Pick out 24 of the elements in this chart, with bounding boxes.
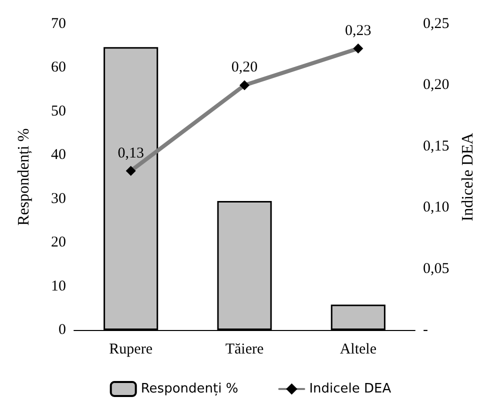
- legend-label: Indicele DEA: [309, 382, 392, 396]
- y-tick-label: 10: [51, 278, 66, 294]
- y-tick-label: 20: [51, 234, 66, 251]
- y-tick-label: 0: [58, 322, 66, 338]
- y2-axis-title: Indicele DEA: [460, 132, 477, 222]
- y2-tick-label: 0,15: [423, 138, 450, 154]
- y-tick-label: 40: [51, 147, 66, 164]
- x-tick-label: Rupere: [109, 342, 153, 358]
- y2-tick-label: 0,05: [423, 260, 450, 277]
- y-tick-label: 60: [51, 60, 66, 76]
- x-tick-label: Altele: [340, 342, 377, 358]
- y2-tick-label: 0,10: [423, 200, 450, 216]
- data-label: 0,20: [231, 60, 258, 76]
- y2-tick-label: 0,25: [423, 16, 450, 32]
- data-label: 0,13: [118, 145, 144, 162]
- y-tick-label: 30: [51, 190, 66, 207]
- data-label: 0,23: [345, 22, 372, 39]
- legend-label: Respondenți %: [140, 382, 238, 396]
- y-tick-label: 50: [51, 103, 66, 120]
- y-axis-title: Respondenți %: [16, 128, 32, 226]
- x-tick-label: Tăiere: [225, 342, 264, 358]
- y2-tick-label: 0,20: [423, 77, 450, 94]
- y2-tick-label: -: [423, 322, 428, 338]
- y-tick-label: 70: [51, 16, 66, 32]
